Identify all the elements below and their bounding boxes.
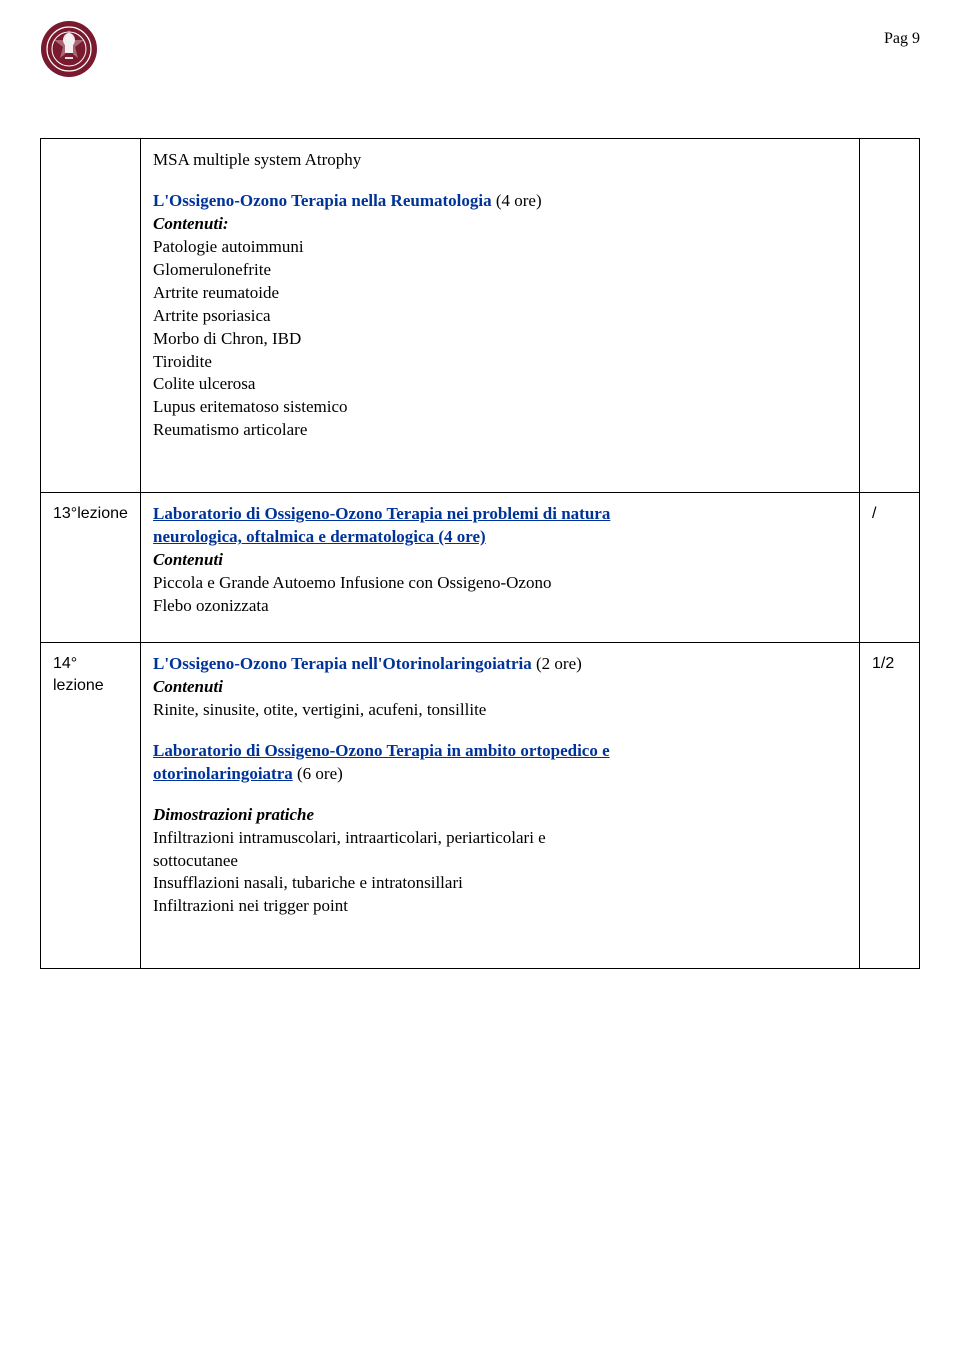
section-title: L'Ossigeno-Ozono Terapia nella Reumatolo… — [153, 190, 847, 213]
title-text: otorinolaringoiatra — [153, 764, 293, 783]
text-line: Infiltrazioni intramuscolari, intraartic… — [153, 827, 847, 850]
content-cell-row14: L'Ossigeno-Ozono Terapia nell'Otorinolar… — [141, 642, 860, 968]
title-text: L'Ossigeno-Ozono Terapia nella Reumatolo… — [153, 191, 492, 210]
page-header: Pag 9 — [40, 20, 920, 78]
contenuti-label: Contenuti: — [153, 213, 847, 236]
title-text: L'Ossigeno-Ozono Terapia nell'Otorinolar… — [153, 654, 532, 673]
text-line: Insufflazioni nasali, tubariche e intrat… — [153, 872, 847, 895]
page-number: Pag 9 — [884, 20, 920, 50]
section-title-line: neurologica, oftalmica e dermatologica (… — [153, 526, 847, 549]
section-title-line: Laboratorio di Ossigeno-Ozono Terapia ne… — [153, 503, 847, 526]
list-item: Tiroidite — [153, 351, 847, 374]
lesson-label-line: lezione — [53, 675, 128, 697]
section-title-line: otorinolaringoiatra (6 ore) — [153, 763, 847, 786]
title-paren: (6 ore) — [293, 764, 343, 783]
title-paren: (4 ore) — [492, 191, 542, 210]
list-item: Patologie autoimmuni — [153, 236, 847, 259]
credits-value: 1/2 — [872, 655, 894, 672]
title-paren: (2 ore) — [532, 654, 582, 673]
syllabus-table: MSA multiple system Atrophy L'Ossigeno-O… — [40, 138, 920, 969]
credits-cell: / — [860, 493, 920, 643]
content-cell-block1: MSA multiple system Atrophy L'Ossigeno-O… — [141, 139, 860, 493]
lesson-label-cell: 13°lezione — [41, 493, 141, 643]
list-item: Glomerulonefrite — [153, 259, 847, 282]
contenuti-label: Contenuti — [153, 676, 847, 699]
section-title-line: Laboratorio di Ossigeno-Ozono Terapia in… — [153, 740, 847, 763]
text-line: MSA multiple system Atrophy — [153, 149, 847, 172]
university-seal-logo — [40, 20, 98, 78]
list-item: Artrite psoriasica — [153, 305, 847, 328]
text-line: Flebo ozonizzata — [153, 595, 847, 618]
lesson-label: 13°lezione — [53, 505, 128, 522]
lesson-label-cell — [41, 139, 141, 493]
text-line: Piccola e Grande Autoemo Infusione con O… — [153, 572, 847, 595]
text-line: Rinite, sinusite, otite, vertigini, acuf… — [153, 699, 847, 722]
text-line: Infiltrazioni nei trigger point — [153, 895, 847, 918]
list-item: Morbo di Chron, IBD — [153, 328, 847, 351]
list-item: Colite ulcerosa — [153, 373, 847, 396]
contenuti-label: Contenuti — [153, 549, 847, 572]
text-line: sottocutanee — [153, 850, 847, 873]
lesson-label-cell: 14° lezione — [41, 642, 141, 968]
list-item: Artrite reumatoide — [153, 282, 847, 305]
lesson-label-line: 14° — [53, 653, 128, 675]
credits-value: / — [872, 505, 876, 522]
credits-cell — [860, 139, 920, 493]
section-title: L'Ossigeno-Ozono Terapia nell'Otorinolar… — [153, 653, 847, 676]
dimostrazioni-label: Dimostrazioni pratiche — [153, 804, 847, 827]
list-item: Lupus eritematoso sistemico — [153, 396, 847, 419]
credits-cell: 1/2 — [860, 642, 920, 968]
list-item: Reumatismo articolare — [153, 419, 847, 442]
content-cell-row13: Laboratorio di Ossigeno-Ozono Terapia ne… — [141, 493, 860, 643]
